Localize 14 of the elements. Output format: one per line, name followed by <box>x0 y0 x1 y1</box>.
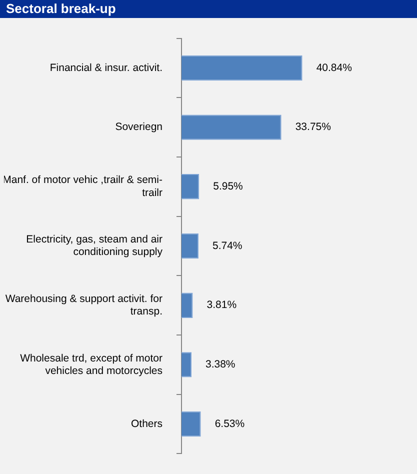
text: Sectoral break-up <box>0 0 417 18</box>
y-tick-label: Wholesale trd, except of motor vehicles and motorcycles <box>20 352 163 377</box>
y-tick-label: Others <box>130 418 162 430</box>
y-tick-label: Financial & insur. activit. <box>50 62 162 74</box>
y-tick-label: Soveriegn <box>115 121 163 134</box>
y-tick-label: Electricity, gas, steam and air conditioning supply <box>26 234 164 258</box>
y-tick-label: Warehousing & support activit. for transp. <box>5 292 163 318</box>
data-label: 5.74% <box>212 240 242 252</box>
data-label: 33.75% <box>295 121 331 134</box>
data-label: 5.95% <box>213 180 243 193</box>
data-label: 40.84% <box>316 62 352 74</box>
data-label: 3.81% <box>206 299 237 312</box>
data-label: 3.38% <box>206 358 236 371</box>
data-label: 6.53% <box>214 418 245 430</box>
